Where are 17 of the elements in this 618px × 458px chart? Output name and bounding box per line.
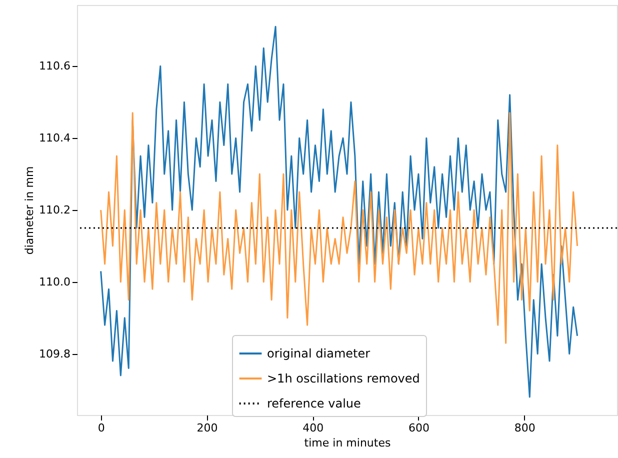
y-tick-label: 110.0: [39, 275, 70, 288]
legend-label: reference value: [267, 396, 361, 410]
x-tick-label: 200: [196, 422, 218, 434]
x-tick-label: 0: [98, 422, 105, 434]
legend-label: >1h oscillations removed: [267, 372, 420, 386]
y-tick-label: 109.8: [39, 347, 70, 360]
y-tick-label: 110.4: [39, 132, 70, 145]
x-axis-title: time in minutes: [304, 436, 391, 450]
y-axis-title: diameter in mm: [23, 166, 36, 255]
x-tick-label: 600: [408, 422, 430, 434]
x-tick-label: 400: [302, 422, 324, 434]
x-tick-label: 800: [514, 422, 536, 434]
legend-label: original diameter: [267, 346, 370, 360]
y-tick-label: 110.6: [39, 60, 70, 73]
y-tick-label: 110.2: [39, 204, 70, 216]
line-series: [100, 26, 578, 398]
line-series: [100, 112, 578, 344]
